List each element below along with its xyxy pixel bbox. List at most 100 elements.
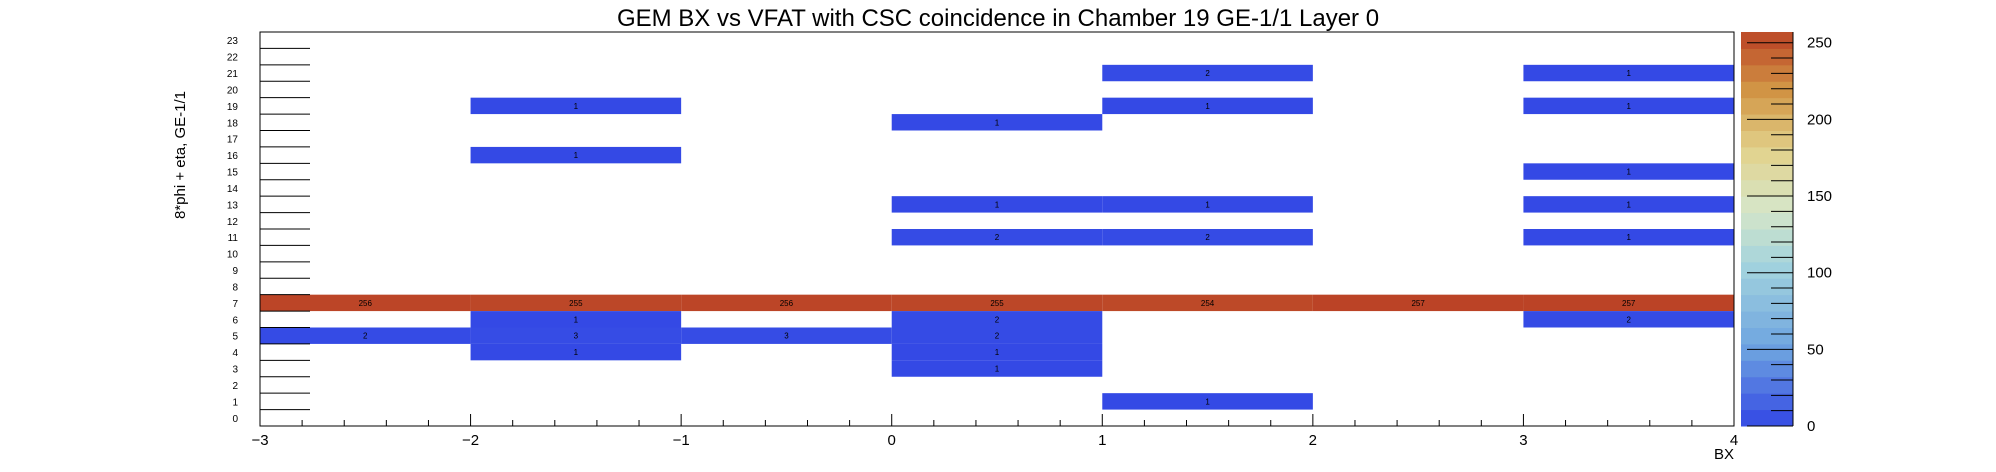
heatmap-cell	[260, 294, 471, 312]
color-bar-segment	[1741, 163, 1793, 181]
x-axis-label: BX	[1714, 446, 1734, 463]
heatmap-cell	[891, 196, 1103, 213]
heatmap-cells: 256 255 256 255 254 257 257 2 1 3 1 3 2 2 1 1 2 1 1 1 1 1 2 2 1 1…	[260, 64, 1734, 410]
cell-value-label: 1	[574, 151, 579, 160]
color-bar-label: 150	[1807, 188, 1832, 205]
color-bar-segment	[1741, 311, 1793, 328]
cell-value-label: 2	[1626, 315, 1631, 324]
y-tick-label: 6	[232, 315, 238, 326]
cell-value-label: 1	[995, 365, 1000, 374]
cell-value-label: 1	[1205, 102, 1210, 111]
y-tick-label: 2	[232, 381, 238, 392]
cell-value-label: 2	[995, 315, 1000, 324]
heatmap-cell	[891, 343, 1103, 361]
heatmap-cell	[470, 327, 682, 344]
x-tick-label: 2	[1309, 432, 1317, 449]
cell-value-label: 1	[1626, 168, 1631, 177]
y-guide-lines	[260, 31, 310, 427]
color-bar-segment	[1741, 294, 1793, 312]
x-tick-label: 1	[1098, 432, 1106, 449]
color-bar-segment	[1741, 376, 1793, 394]
chart-title: GEM BX vs VFAT with CSC coincidence in C…	[617, 5, 1379, 32]
y-tick-label: 8	[232, 282, 238, 293]
heatmap-cell	[1523, 163, 1734, 180]
cell-value-label: 1	[1205, 200, 1210, 209]
heatmap-cell	[1523, 294, 1734, 312]
heatmap-cell	[470, 294, 682, 312]
y-tick-label: 11	[228, 233, 239, 244]
cell-value-label: 1	[574, 102, 579, 111]
x-tick-label: 0	[888, 432, 896, 449]
heatmap-cell	[1102, 64, 1313, 82]
x-tick-label: 4	[1730, 432, 1738, 449]
heatmap-cell	[1523, 311, 1734, 328]
cell-value-label: 1	[1626, 200, 1631, 209]
cell-value-label: 1	[995, 118, 1000, 127]
y-tick-label: 16	[227, 151, 239, 162]
color-bar-segment	[1741, 97, 1793, 115]
heatmap-cell	[891, 114, 1103, 131]
heatmap-cell	[470, 343, 682, 361]
heatmap-cell	[891, 360, 1103, 377]
cell-value-label: 255	[569, 299, 583, 308]
cell-value-label: 256	[359, 299, 373, 308]
color-bar: 0 50 100 150 200 250	[1741, 32, 1832, 435]
cell-value-label: 1	[1205, 397, 1210, 406]
y-tick-label: 19	[227, 102, 239, 113]
color-bar-label: 100	[1807, 265, 1832, 282]
heatmap-cell	[470, 146, 682, 164]
cell-value-label: 1	[1626, 233, 1631, 242]
x-tick-label: 3	[1519, 432, 1527, 449]
heatmap-cell	[1523, 97, 1734, 115]
y-tick-label: 3	[232, 365, 238, 376]
y-tick-label: 21	[227, 69, 239, 80]
y-tick-label: 10	[227, 250, 239, 261]
color-bar-segment	[1741, 146, 1793, 164]
cell-value-label: 257	[1411, 299, 1425, 308]
y-axis-label: 8*phi + eta, GE-1/1	[172, 91, 189, 219]
color-bar-label: 50	[1807, 341, 1824, 358]
y-tick-label: 22	[227, 53, 239, 64]
heatmap-cell	[1102, 196, 1313, 213]
y-tick-label: 14	[227, 184, 239, 195]
color-bar-segment	[1741, 343, 1793, 361]
y-tick-label: 1	[232, 397, 238, 408]
color-bar-segment	[1741, 32, 1793, 49]
y-tick-label: 4	[232, 348, 238, 359]
cell-value-label: 2	[363, 332, 368, 341]
y-tick-label: 12	[227, 217, 239, 228]
color-bar-segment	[1741, 212, 1793, 230]
heatmap-cell	[470, 311, 682, 328]
heatmap-cell	[1523, 64, 1734, 82]
color-bar-segment	[1741, 409, 1793, 427]
cell-value-label: 256	[780, 299, 794, 308]
color-bar-segment	[1741, 229, 1793, 246]
cell-value-label: 2	[1205, 69, 1210, 78]
x-tick-label: −3	[251, 432, 268, 449]
heatmap-cell	[1102, 229, 1313, 246]
color-bar-segment	[1741, 64, 1793, 82]
y-tick-label: 20	[227, 85, 239, 96]
cell-value-label: 2	[995, 332, 1000, 341]
cell-value-label: 1	[1626, 102, 1631, 111]
y-tick-label: 0	[232, 414, 238, 425]
cell-value-label: 1	[995, 348, 1000, 357]
cell-value-label: 3	[574, 332, 579, 341]
heatmap-cell	[891, 311, 1103, 328]
color-bar-segment	[1741, 393, 1793, 411]
color-bar-segment	[1741, 278, 1793, 296]
cell-value-label: 1	[574, 348, 579, 357]
y-tick-label: 9	[232, 266, 238, 277]
color-bar-segment	[1741, 360, 1793, 378]
cell-value-label: 254	[1201, 299, 1215, 308]
color-bar-segment	[1741, 81, 1793, 99]
cell-value-label: 255	[990, 299, 1004, 308]
y-tick-label: 23	[227, 36, 239, 47]
y-tick-label: 7	[232, 299, 238, 310]
color-bar-label: 200	[1807, 111, 1832, 128]
x-tick-label: −1	[673, 432, 690, 449]
cell-value-label: 1	[995, 200, 1000, 209]
heatmap-cell	[470, 97, 682, 115]
y-tick-label: 15	[227, 168, 239, 179]
